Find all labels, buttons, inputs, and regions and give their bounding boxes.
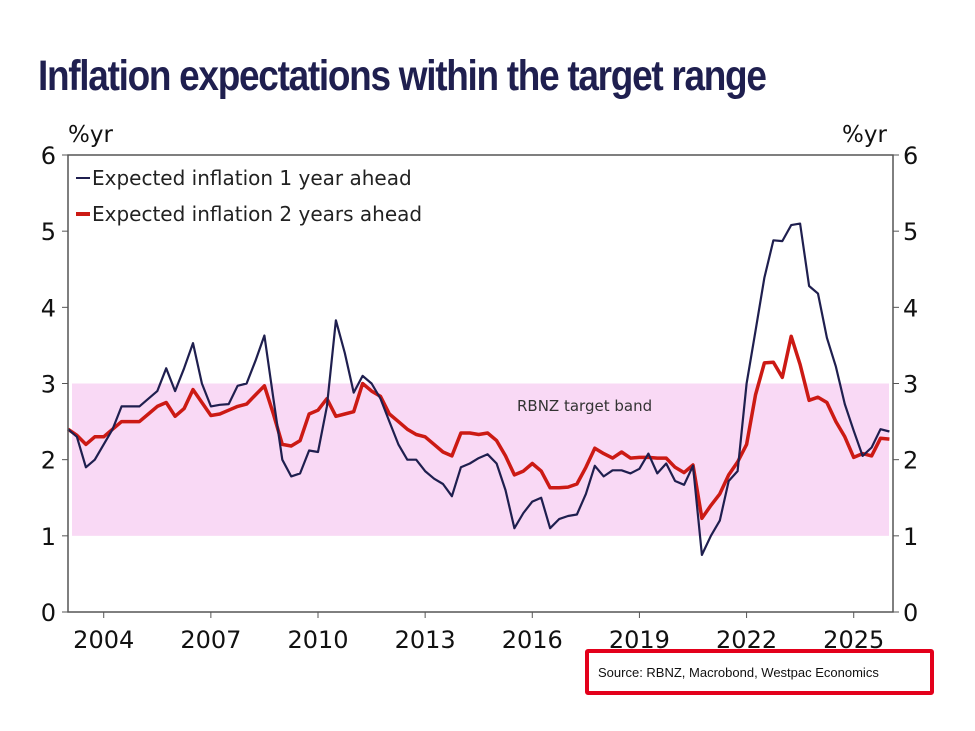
- target-band: [72, 383, 889, 536]
- x-tick-label: 2007: [180, 626, 241, 654]
- y-tick-label-right: 3: [903, 371, 918, 399]
- y-tick-label-right: 2: [903, 447, 918, 475]
- legend-label-1yr: Expected inflation 1 year ahead: [92, 166, 412, 190]
- y-tick-label-right: 6: [903, 142, 918, 170]
- y-tick-label-left: 4: [41, 294, 56, 322]
- y-tick-label-left: 2: [41, 447, 56, 475]
- y-tick-label-right: 1: [903, 523, 918, 551]
- y-tick-label-left: 5: [41, 218, 56, 246]
- y-axis-unit-left: %yr: [68, 122, 113, 148]
- y-tick-label-left: 0: [41, 599, 56, 627]
- y-tick-label-left: 3: [41, 371, 56, 399]
- x-tick-label: 2004: [73, 626, 134, 654]
- y-tick-label-right: 0: [903, 599, 918, 627]
- chart-title: Inflation expectations within the target…: [38, 52, 767, 100]
- y-tick-label-right: 5: [903, 218, 918, 246]
- x-tick-label: 2013: [395, 626, 456, 654]
- x-tick-label: 2010: [287, 626, 348, 654]
- y-tick-label-left: 6: [41, 142, 56, 170]
- source-highlight-box: [585, 649, 934, 695]
- target-band-label: RBNZ target band: [517, 397, 652, 415]
- y-tick-label-left: 1: [41, 523, 56, 551]
- legend: Expected inflation 1 year ahead Expected…: [76, 166, 422, 226]
- source-note: Source: RBNZ, Macrobond, Westpac Economi…: [598, 665, 879, 680]
- series-line-2yr: [67, 334, 890, 521]
- legend-label-2yr: Expected inflation 2 years ahead: [92, 202, 422, 226]
- x-tick-label: 2016: [502, 626, 563, 654]
- y-axis-unit-right: %yr: [842, 122, 887, 148]
- y-tick-label-right: 4: [903, 294, 918, 322]
- series-line-1yr: [67, 222, 890, 556]
